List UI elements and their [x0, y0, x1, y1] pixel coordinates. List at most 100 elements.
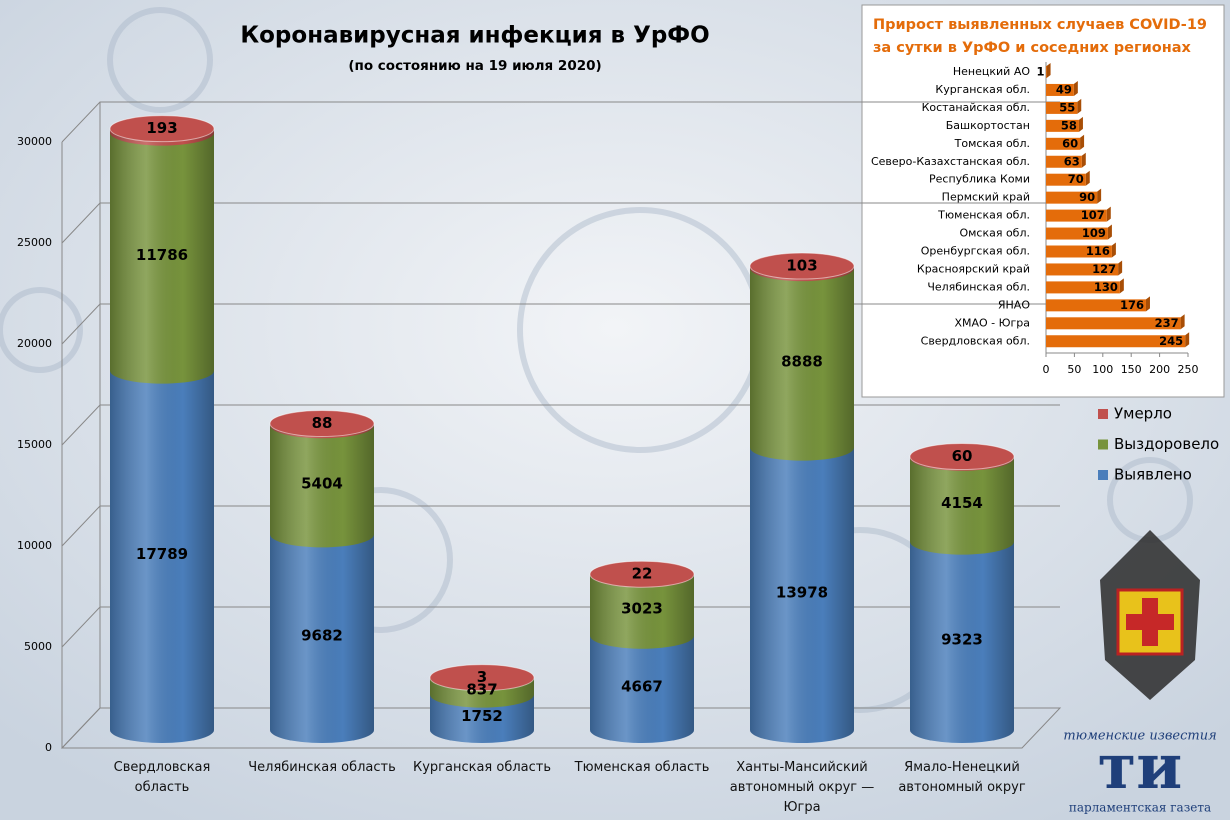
bar-depth — [1046, 63, 1051, 78]
cylinder-top — [909, 443, 1015, 471]
data-label: 116 — [1086, 244, 1110, 258]
data-label: 90 — [1079, 190, 1095, 204]
bar-depth — [1080, 134, 1085, 150]
y-tick-label: 10000 — [17, 539, 52, 552]
y-tick-label: Челябинская обл. — [927, 280, 1030, 293]
x-tick-label: 150 — [1121, 363, 1142, 376]
data-label: 22 — [632, 565, 653, 583]
data-label: 17789 — [136, 545, 188, 563]
bar — [1046, 317, 1181, 330]
legend-swatch — [1098, 409, 1108, 419]
grid-line — [61, 303, 1060, 345]
legend-swatch — [1098, 470, 1108, 480]
data-label: 107 — [1081, 208, 1105, 222]
x-tick-label: Ханты-Мансийский автономный округ — Югра — [729, 760, 875, 815]
logo-mark: ти — [1098, 730, 1182, 803]
data-label: 109 — [1082, 226, 1106, 240]
x-tick-label: Челябинская область — [248, 760, 396, 775]
bar-depth — [1081, 152, 1086, 168]
data-label: 130 — [1094, 280, 1118, 294]
cylinder-top — [109, 115, 215, 143]
bar — [1046, 299, 1146, 312]
data-label: 5404 — [301, 474, 343, 492]
bar — [1046, 245, 1112, 258]
legend-swatch — [1098, 439, 1108, 450]
data-label: 1752 — [461, 707, 503, 725]
data-label: 13978 — [776, 583, 828, 601]
bar — [1046, 137, 1081, 150]
data-label: 103 — [786, 257, 817, 275]
bar — [1046, 191, 1098, 204]
legend-label: Умерло — [1114, 405, 1172, 423]
grid-line — [61, 707, 1060, 749]
grid-line — [61, 404, 1060, 446]
y-tick-label: Костанайская обл. — [922, 101, 1030, 114]
inset-title: Прирост выявленных случаев COVID-19 за с… — [873, 17, 1208, 56]
x-tick-label: 100 — [1092, 363, 1113, 376]
bar — [1046, 227, 1108, 240]
bar-depth — [1185, 332, 1190, 348]
y-tick-label: Тюменская обл. — [937, 209, 1030, 222]
bar-depth — [1180, 314, 1185, 330]
y-tick-label: Башкортостан — [946, 119, 1030, 132]
data-label: 49 — [1056, 82, 1072, 96]
x-tick-label: Курганская область — [412, 760, 552, 775]
cylinder — [109, 115, 215, 743]
logo-top: тюменские известия — [1063, 729, 1216, 744]
x-tick-label: Ямало-Ненецкий автономный округ — [898, 760, 1026, 795]
bar-depth — [1106, 206, 1111, 222]
data-label: 11786 — [136, 246, 188, 264]
y-tick-label: 20000 — [17, 337, 52, 350]
bar — [1046, 101, 1078, 114]
data-label: 837 — [466, 681, 497, 699]
x-tick-label: 0 — [1043, 363, 1050, 376]
bar — [1046, 335, 1186, 348]
bar-depth — [1085, 170, 1090, 186]
x-tick-label: 250 — [1178, 363, 1199, 376]
y-tick-label: Томская обл. — [954, 137, 1030, 150]
bar-depth — [1118, 260, 1123, 276]
data-label: 193 — [146, 119, 177, 137]
y-tick-label: ЯНАО — [998, 298, 1030, 311]
y-tick-label: Республика Коми — [929, 173, 1030, 186]
bar — [1046, 173, 1086, 186]
y-tick-label: 0 — [45, 741, 52, 754]
data-label: 70 — [1068, 172, 1084, 186]
data-label: 9323 — [941, 630, 983, 648]
y-tick-label: 15000 — [17, 438, 52, 451]
y-tick-label: 25000 — [17, 236, 52, 249]
chart-subtitle: (по состоянию на 19 июля 2020) — [348, 58, 601, 74]
data-label: 60 — [952, 447, 973, 465]
bar-depth — [1145, 296, 1150, 312]
cylinder — [909, 443, 1015, 743]
bar-depth — [1077, 98, 1082, 114]
cylinder — [749, 252, 855, 743]
y-tick-label: 5000 — [24, 640, 52, 653]
grid-line — [61, 202, 1060, 244]
cylinder-top — [269, 409, 375, 437]
y-tick-label: 30000 — [17, 135, 52, 148]
x-tick-label: 50 — [1067, 363, 1081, 376]
x-tick-label: 200 — [1149, 363, 1170, 376]
logo: тюменские известия ти парламентская газе… — [1063, 729, 1216, 815]
chart-title: Коронавирусная инфекция в УрФО — [240, 23, 709, 49]
legend-label: Выявлено — [1114, 466, 1192, 484]
bar — [1046, 66, 1047, 78]
cylinder-top — [429, 664, 535, 692]
data-label: 60 — [1062, 136, 1078, 150]
data-label: 4667 — [621, 677, 663, 695]
x-tick-label: Тюменская область — [574, 760, 710, 775]
y-tick-label: Омская обл. — [959, 227, 1030, 240]
bar — [1046, 209, 1107, 222]
data-label: 127 — [1092, 262, 1116, 276]
y-tick-label: Оренбургская обл. — [921, 245, 1030, 258]
y-tick-label: Красноярский край — [917, 262, 1030, 275]
y-tick-label: Ненецкий АО — [953, 65, 1030, 78]
bar-depth — [1097, 188, 1102, 204]
data-label: 55 — [1059, 100, 1075, 114]
cylinder — [589, 560, 695, 743]
data-label: 3023 — [621, 600, 663, 618]
grid-line — [61, 101, 1060, 143]
legend-label: Выздоровело — [1114, 435, 1219, 453]
